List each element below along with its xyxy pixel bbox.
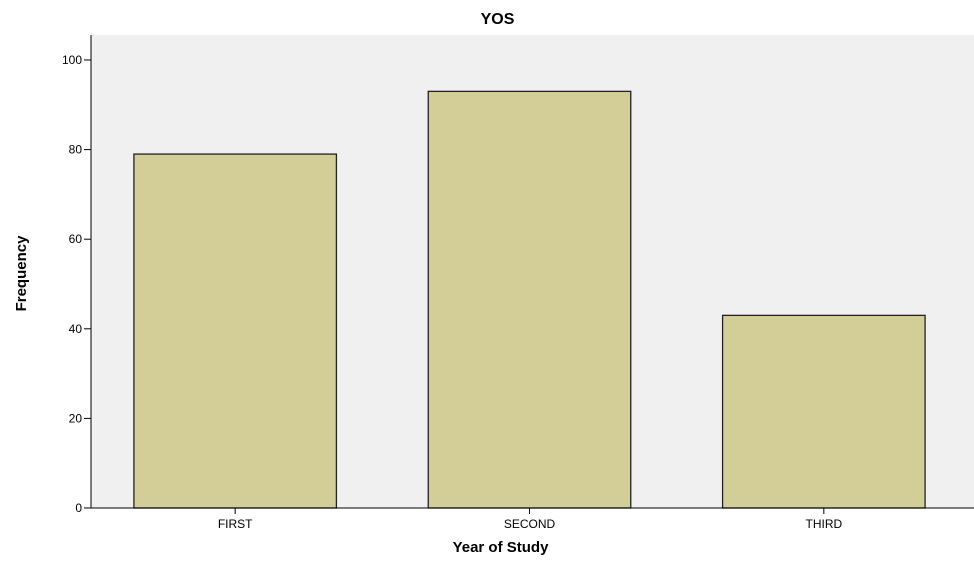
bar-third <box>721 314 926 509</box>
y-tick-label: 20 <box>69 411 83 425</box>
x-axis-ticks: FIRST SECOND THIRD <box>218 508 842 531</box>
y-tick-label: 0 <box>75 501 82 515</box>
x-tick-label: THIRD <box>805 517 842 531</box>
x-axis-title: Year of Study <box>453 539 550 556</box>
bar-first <box>133 153 338 509</box>
x-tick-label: FIRST <box>218 517 253 531</box>
y-tick-label: 80 <box>69 143 83 157</box>
x-tick-label: SECOND <box>504 517 556 531</box>
y-tick-label: 60 <box>69 232 83 246</box>
bars <box>133 90 926 509</box>
bar-second <box>427 90 632 509</box>
y-axis-ticks: 0 20 40 60 80 100 <box>62 53 91 515</box>
chart-title: YOS <box>481 11 515 28</box>
y-tick-label: 100 <box>62 53 82 67</box>
y-tick-label: 40 <box>69 322 83 336</box>
y-axis-title: Frequency <box>13 235 30 312</box>
